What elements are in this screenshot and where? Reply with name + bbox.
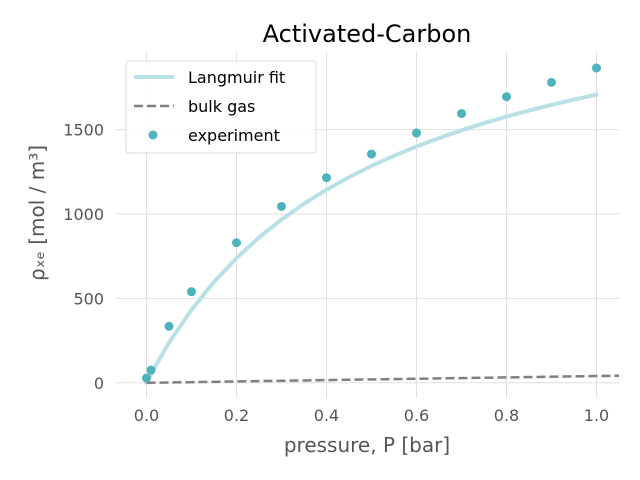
- experiment-point: [367, 149, 376, 159]
- experiment-point: [322, 173, 331, 183]
- experiment-point: [547, 77, 556, 87]
- experiment-point: [187, 287, 196, 297]
- legend-frame: [125, 60, 317, 154]
- legend: Langmuir fit bulk gas experiment: [125, 60, 317, 154]
- legend-label-bulk-gas: bulk gas: [188, 97, 255, 116]
- experiment-point: [164, 321, 174, 331]
- y-axis-label: ρₓₑ [mol / m³]: [25, 145, 49, 281]
- chart-title: Activated-Carbon: [263, 20, 472, 48]
- series-line-bulk-gas: [146, 374, 620, 385]
- x-tick-label: 0.8: [494, 406, 519, 425]
- experiment-point: [232, 238, 241, 248]
- experiment-point: [502, 92, 511, 102]
- tick-labels: 0.0 0.2 0.4 0.6 0.8 1.0 0 500 1000 1500: [63, 121, 609, 425]
- x-tick-label: 0.2: [224, 406, 249, 425]
- y-tick-label: 1500: [63, 121, 104, 140]
- experiment-point: [457, 109, 466, 119]
- y-tick-label: 500: [73, 289, 104, 308]
- x-axis-label: pressure, P [bar]: [284, 433, 450, 457]
- x-tick-label: 0.6: [404, 406, 429, 425]
- experiment-point: [146, 365, 156, 375]
- experiment-point: [412, 128, 421, 138]
- y-tick-label: 1000: [63, 205, 104, 224]
- experiment-point: [277, 201, 286, 211]
- experiment-point: [142, 373, 151, 383]
- x-tick-label: 0.0: [134, 406, 159, 425]
- x-tick-label: 1.0: [584, 406, 609, 425]
- y-tick-label: 0: [94, 374, 104, 393]
- legend-label-experiment: experiment: [188, 126, 280, 145]
- plot-area: [142, 63, 620, 385]
- x-tick-label: 0.4: [314, 406, 339, 425]
- experiment-point: [592, 63, 601, 73]
- legend-swatch-experiment: [148, 130, 158, 140]
- legend-label-langmuir-fit: Langmuir fit: [188, 68, 285, 87]
- series-line-langmuir-fit: [144, 92, 599, 385]
